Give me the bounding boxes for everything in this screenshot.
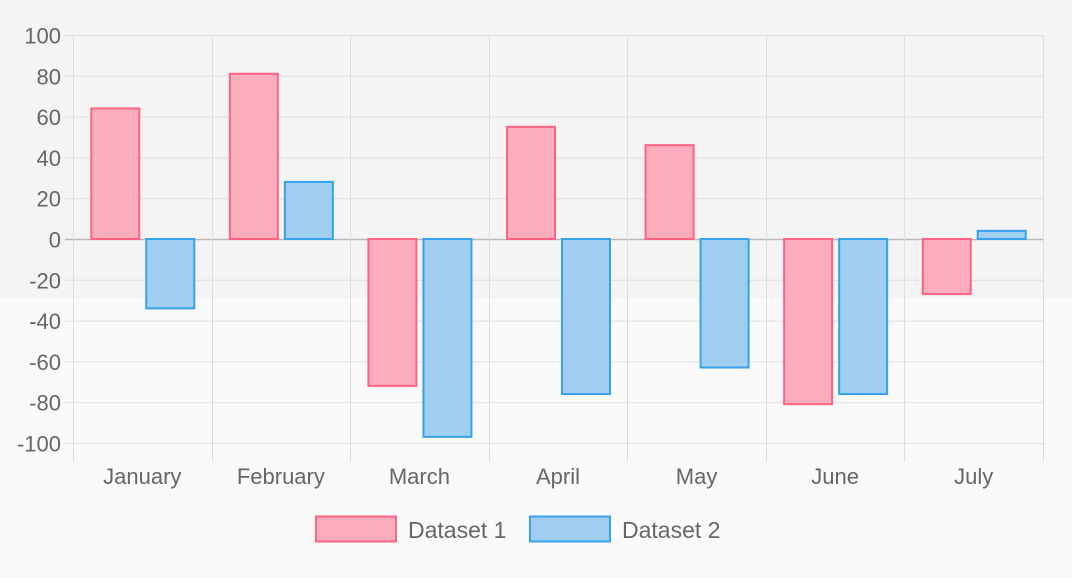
x-tick-label: May — [676, 464, 718, 489]
bar-dataset-2-january — [145, 238, 196, 310]
y-tick-label: -60 — [29, 350, 61, 375]
x-tick-label: February — [237, 464, 325, 489]
y-tick-label: 0 — [49, 228, 61, 253]
bars — [90, 72, 1027, 438]
y-tick-label: 100 — [24, 24, 61, 49]
legend-label[interactable]: Dataset 2 — [622, 517, 720, 543]
y-tick-label: 80 — [37, 64, 61, 89]
y-axis-ticks: 100 80 60 40 20 0 -20 -40 -60 -80 -100 — [17, 24, 61, 457]
bar-dataset-2-march — [422, 238, 473, 438]
bar-dataset-2-may — [699, 238, 750, 369]
bar-dataset-1-june — [783, 238, 834, 406]
y-tick-label: 60 — [37, 105, 61, 130]
x-tick-label: July — [954, 464, 993, 489]
x-tick-label: April — [536, 464, 580, 489]
legend-swatch[interactable] — [315, 515, 397, 543]
legend-label[interactable]: Dataset 1 — [408, 517, 506, 543]
bar-dataset-1-april — [506, 125, 556, 240]
x-axis-ticks: January February March April May June July — [103, 464, 993, 489]
y-tick-label: -20 — [29, 268, 61, 293]
bar-dataset-2-june — [838, 238, 889, 396]
x-tick-label: March — [389, 464, 450, 489]
x-tick-label: January — [103, 464, 181, 489]
grid-lines — [65, 35, 1044, 462]
y-tick-label: -100 — [17, 432, 61, 457]
bar-dataset-1-february — [228, 72, 279, 241]
x-tick-label: June — [811, 464, 859, 489]
legend: Dataset 1 Dataset 2 — [315, 515, 720, 543]
bar-dataset-2-february — [283, 180, 334, 241]
y-tick-label: -40 — [29, 309, 61, 334]
bar-dataset-2-april — [561, 238, 611, 396]
y-tick-label: 20 — [37, 187, 61, 212]
bar-dataset-1-january — [90, 107, 141, 240]
bar-dataset-2-july — [976, 229, 1027, 240]
bar-dataset-1-may — [644, 144, 695, 240]
y-tick-label: -80 — [29, 391, 61, 416]
bar-dataset-1-march — [367, 238, 418, 387]
bar-dataset-1-july — [921, 238, 972, 296]
legend-swatch[interactable] — [529, 515, 611, 543]
y-tick-label: 40 — [37, 146, 61, 171]
